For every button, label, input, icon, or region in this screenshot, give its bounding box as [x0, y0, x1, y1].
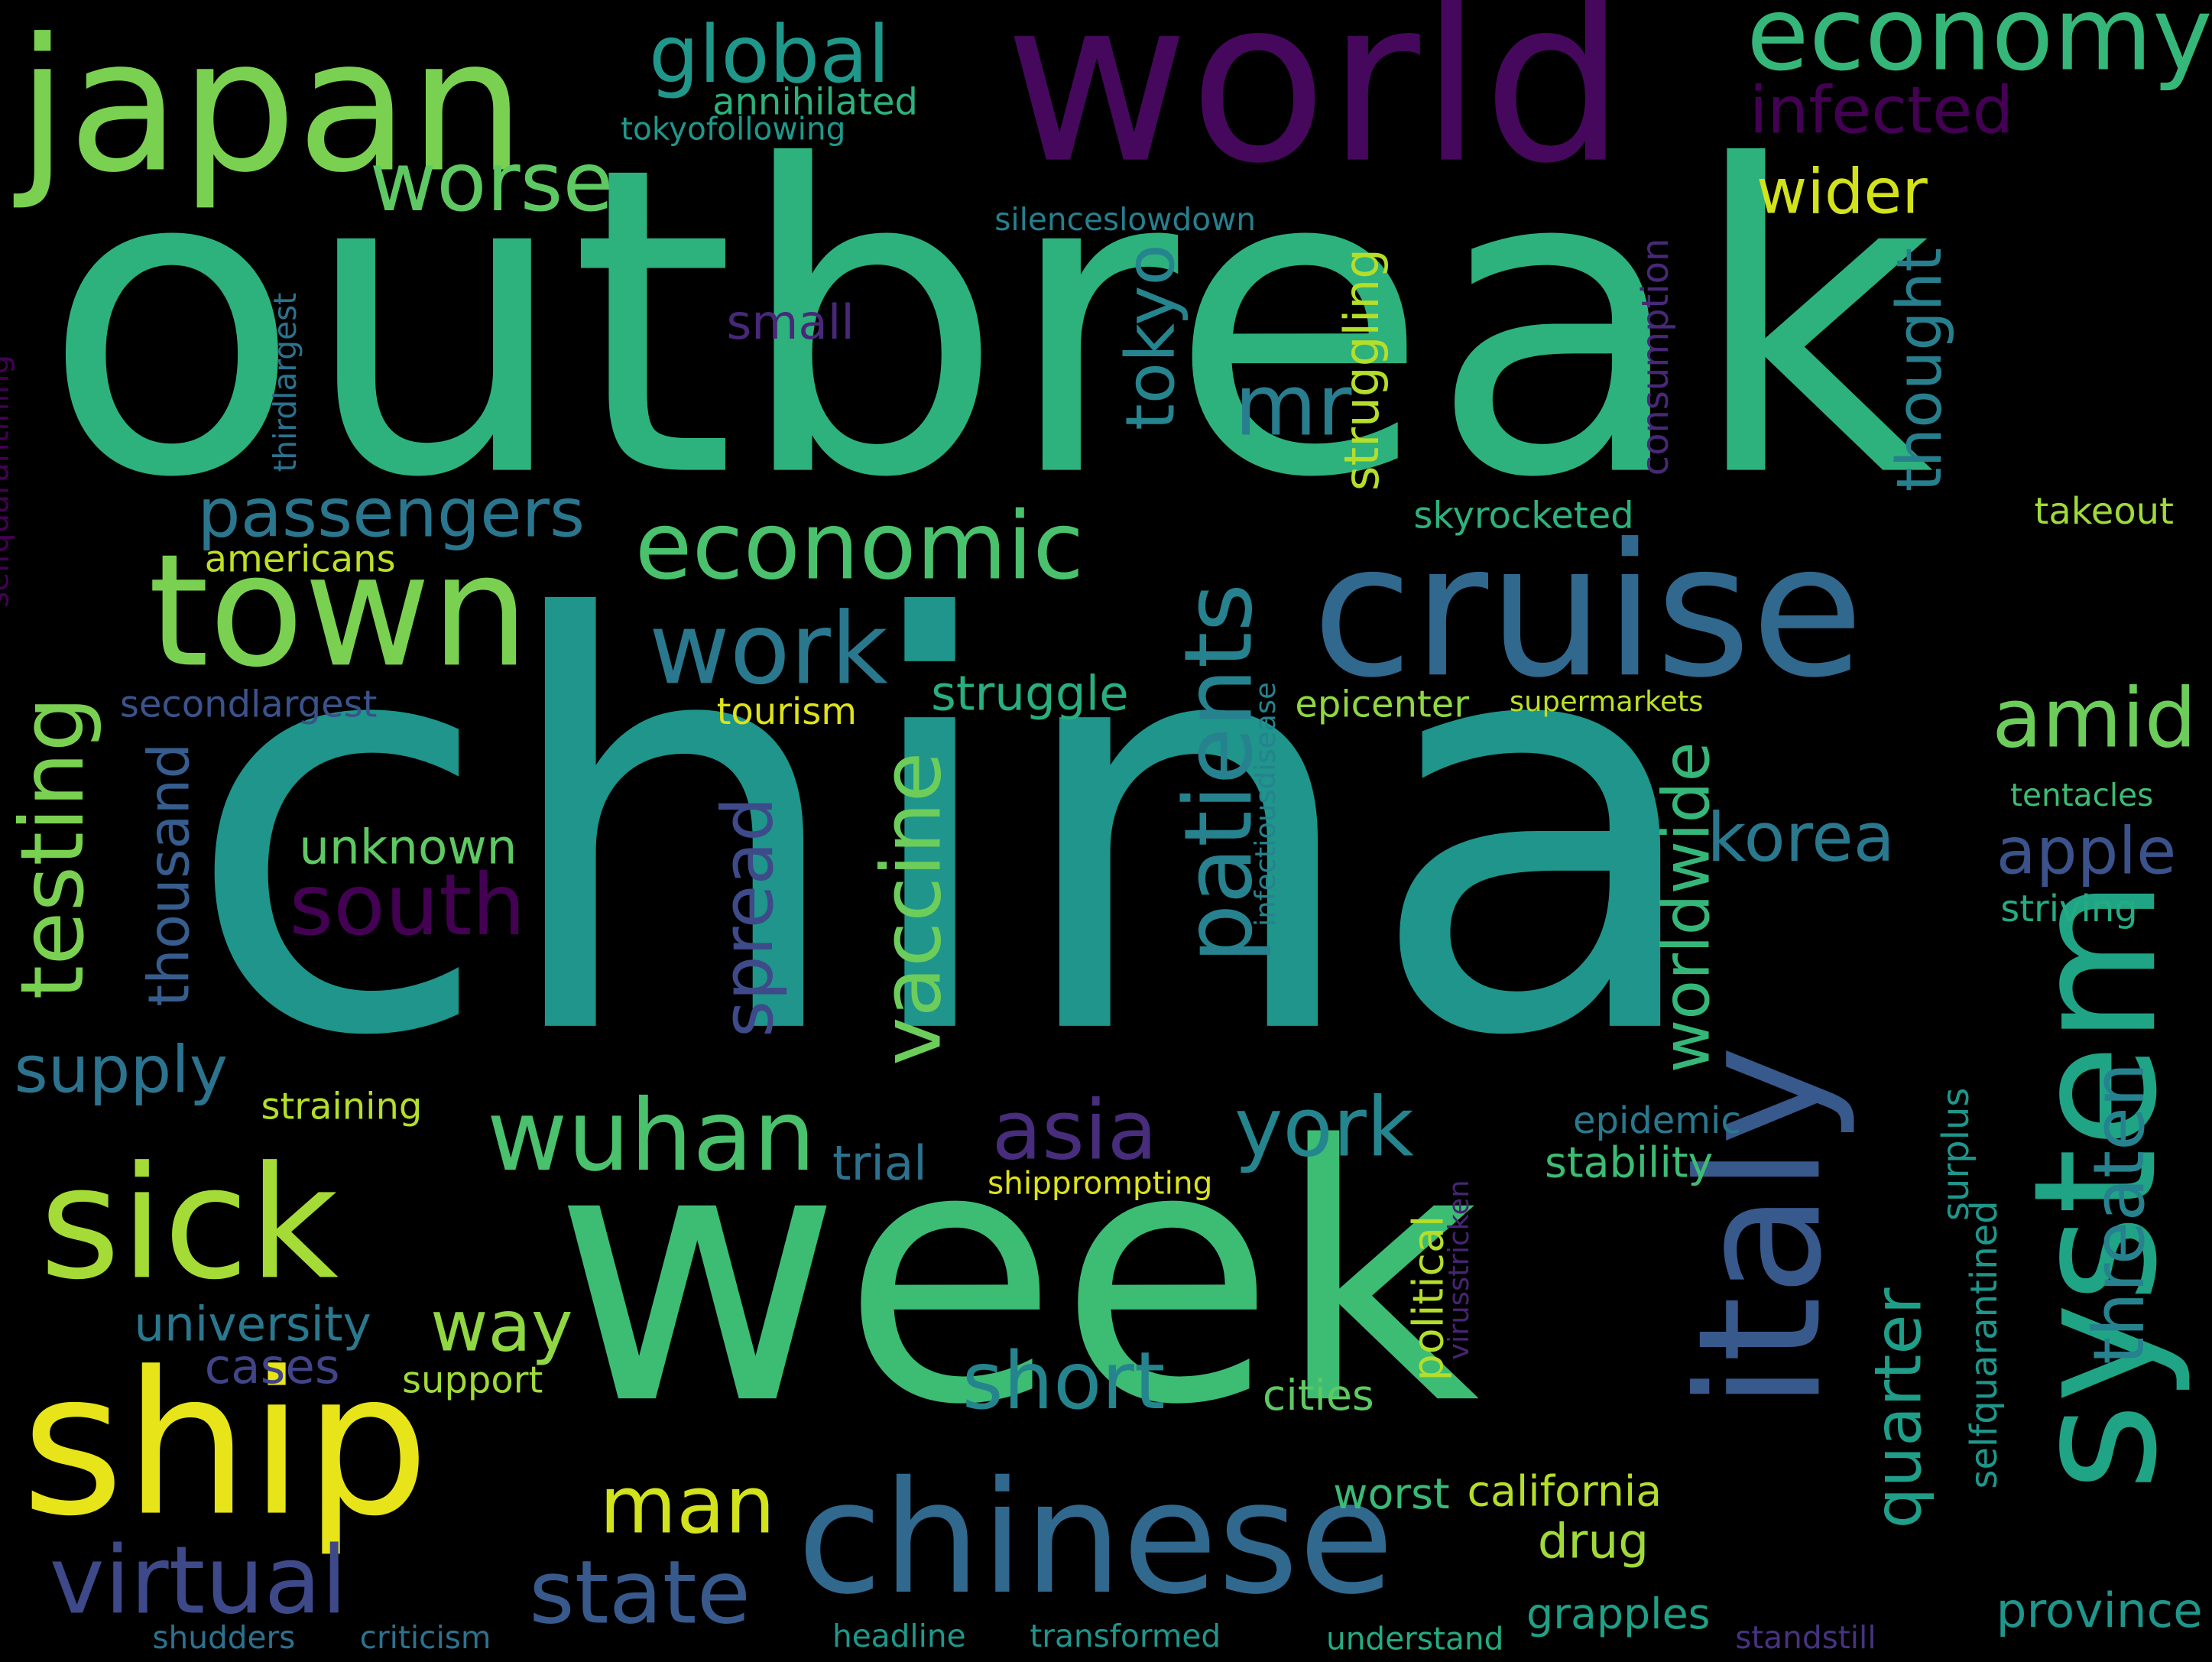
word: skyrocketed: [1413, 495, 1634, 538]
word: silenceslowdown: [994, 203, 1257, 239]
word: thought: [1883, 247, 1957, 492]
word: transformed: [1030, 1619, 1221, 1656]
word: supply: [14, 1031, 229, 1108]
word: outbreak: [42, 77, 1934, 570]
word: quarter: [1860, 1287, 1936, 1529]
word: economic: [634, 492, 1085, 602]
word: short: [962, 1336, 1166, 1428]
word: testing: [0, 696, 104, 1000]
word: supermarkets: [1509, 684, 1704, 719]
word: worst: [1333, 1470, 1450, 1520]
word: thousand: [137, 742, 203, 1007]
word: work: [649, 591, 888, 707]
word: drug: [1537, 1514, 1649, 1571]
word: tokyofollowing: [621, 112, 846, 148]
word: trial: [832, 1135, 927, 1193]
word: passengers: [197, 474, 585, 553]
word: thirdlargest: [268, 292, 304, 472]
word: selfquarantining: [0, 354, 17, 608]
word: understand: [1325, 1622, 1504, 1658]
word: tokyo: [1111, 244, 1191, 430]
word: town: [148, 521, 530, 702]
word: secondlargest: [119, 684, 378, 727]
word: virtual: [49, 1527, 348, 1636]
word: surplus: [1935, 1087, 1979, 1221]
word: province: [1996, 1582, 2203, 1640]
word: apple: [1996, 813, 2177, 889]
word: economy: [1746, 0, 2212, 93]
word: california: [1467, 1467, 1662, 1518]
word: university: [134, 1297, 371, 1354]
word: china: [183, 503, 1712, 1160]
word: spread: [707, 797, 790, 1037]
word: amid: [1992, 670, 2197, 767]
word: south: [289, 856, 526, 956]
word: mr: [1234, 356, 1352, 456]
word: korea: [1707, 798, 1895, 878]
word: world: [1004, 0, 1627, 213]
word: grapples: [1526, 1590, 1711, 1640]
word: york: [1234, 1079, 1414, 1176]
word: takeout: [2034, 491, 2174, 534]
word: tentacles: [2010, 778, 2154, 814]
word: sick: [39, 1133, 339, 1314]
word: week: [553, 1070, 1480, 1482]
word: threaten: [2077, 1062, 2160, 1365]
word: epicenter: [1295, 684, 1470, 727]
word: standstill: [1735, 1621, 1876, 1657]
word: infectiousdisease: [1247, 682, 1283, 927]
word: stability: [1545, 1138, 1714, 1189]
word: worldwide: [1648, 742, 1724, 1073]
word: criticism: [359, 1621, 491, 1657]
word: headline: [832, 1619, 966, 1656]
word: cruise: [1312, 503, 1864, 719]
word: global: [649, 9, 890, 102]
word: consumption: [1635, 238, 1678, 476]
word: state: [529, 1540, 751, 1644]
word: epidemic: [1572, 1100, 1741, 1144]
word: way: [430, 1285, 573, 1368]
word: shudders: [152, 1621, 296, 1657]
word: unknown: [299, 820, 517, 877]
word: striving: [2000, 888, 2138, 932]
word: asia: [991, 1082, 1158, 1179]
word: worse: [369, 134, 614, 230]
word: wider: [1756, 156, 1928, 229]
word: japan: [17, 0, 526, 213]
word: virusstricken: [1441, 1180, 1476, 1360]
word: ship: [21, 1330, 430, 1561]
word: chinese: [796, 1447, 1394, 1628]
word: americans: [204, 539, 396, 582]
word: infected: [1749, 72, 2014, 148]
word: struggling: [1334, 248, 1391, 492]
word: small: [726, 294, 855, 352]
word: tourism: [716, 691, 858, 734]
word: annihilated: [712, 82, 918, 125]
word: cases: [204, 1339, 340, 1396]
word: support: [402, 1360, 543, 1403]
word: struggle: [931, 666, 1129, 722]
word: straining: [261, 1086, 423, 1129]
word: shipprompting: [987, 1167, 1213, 1203]
word: vaccine: [863, 751, 960, 1066]
word: man: [599, 1460, 775, 1553]
word: selfquarantined: [1964, 1200, 2006, 1489]
word: cities: [1262, 1371, 1374, 1421]
word: wuhan: [486, 1078, 816, 1194]
